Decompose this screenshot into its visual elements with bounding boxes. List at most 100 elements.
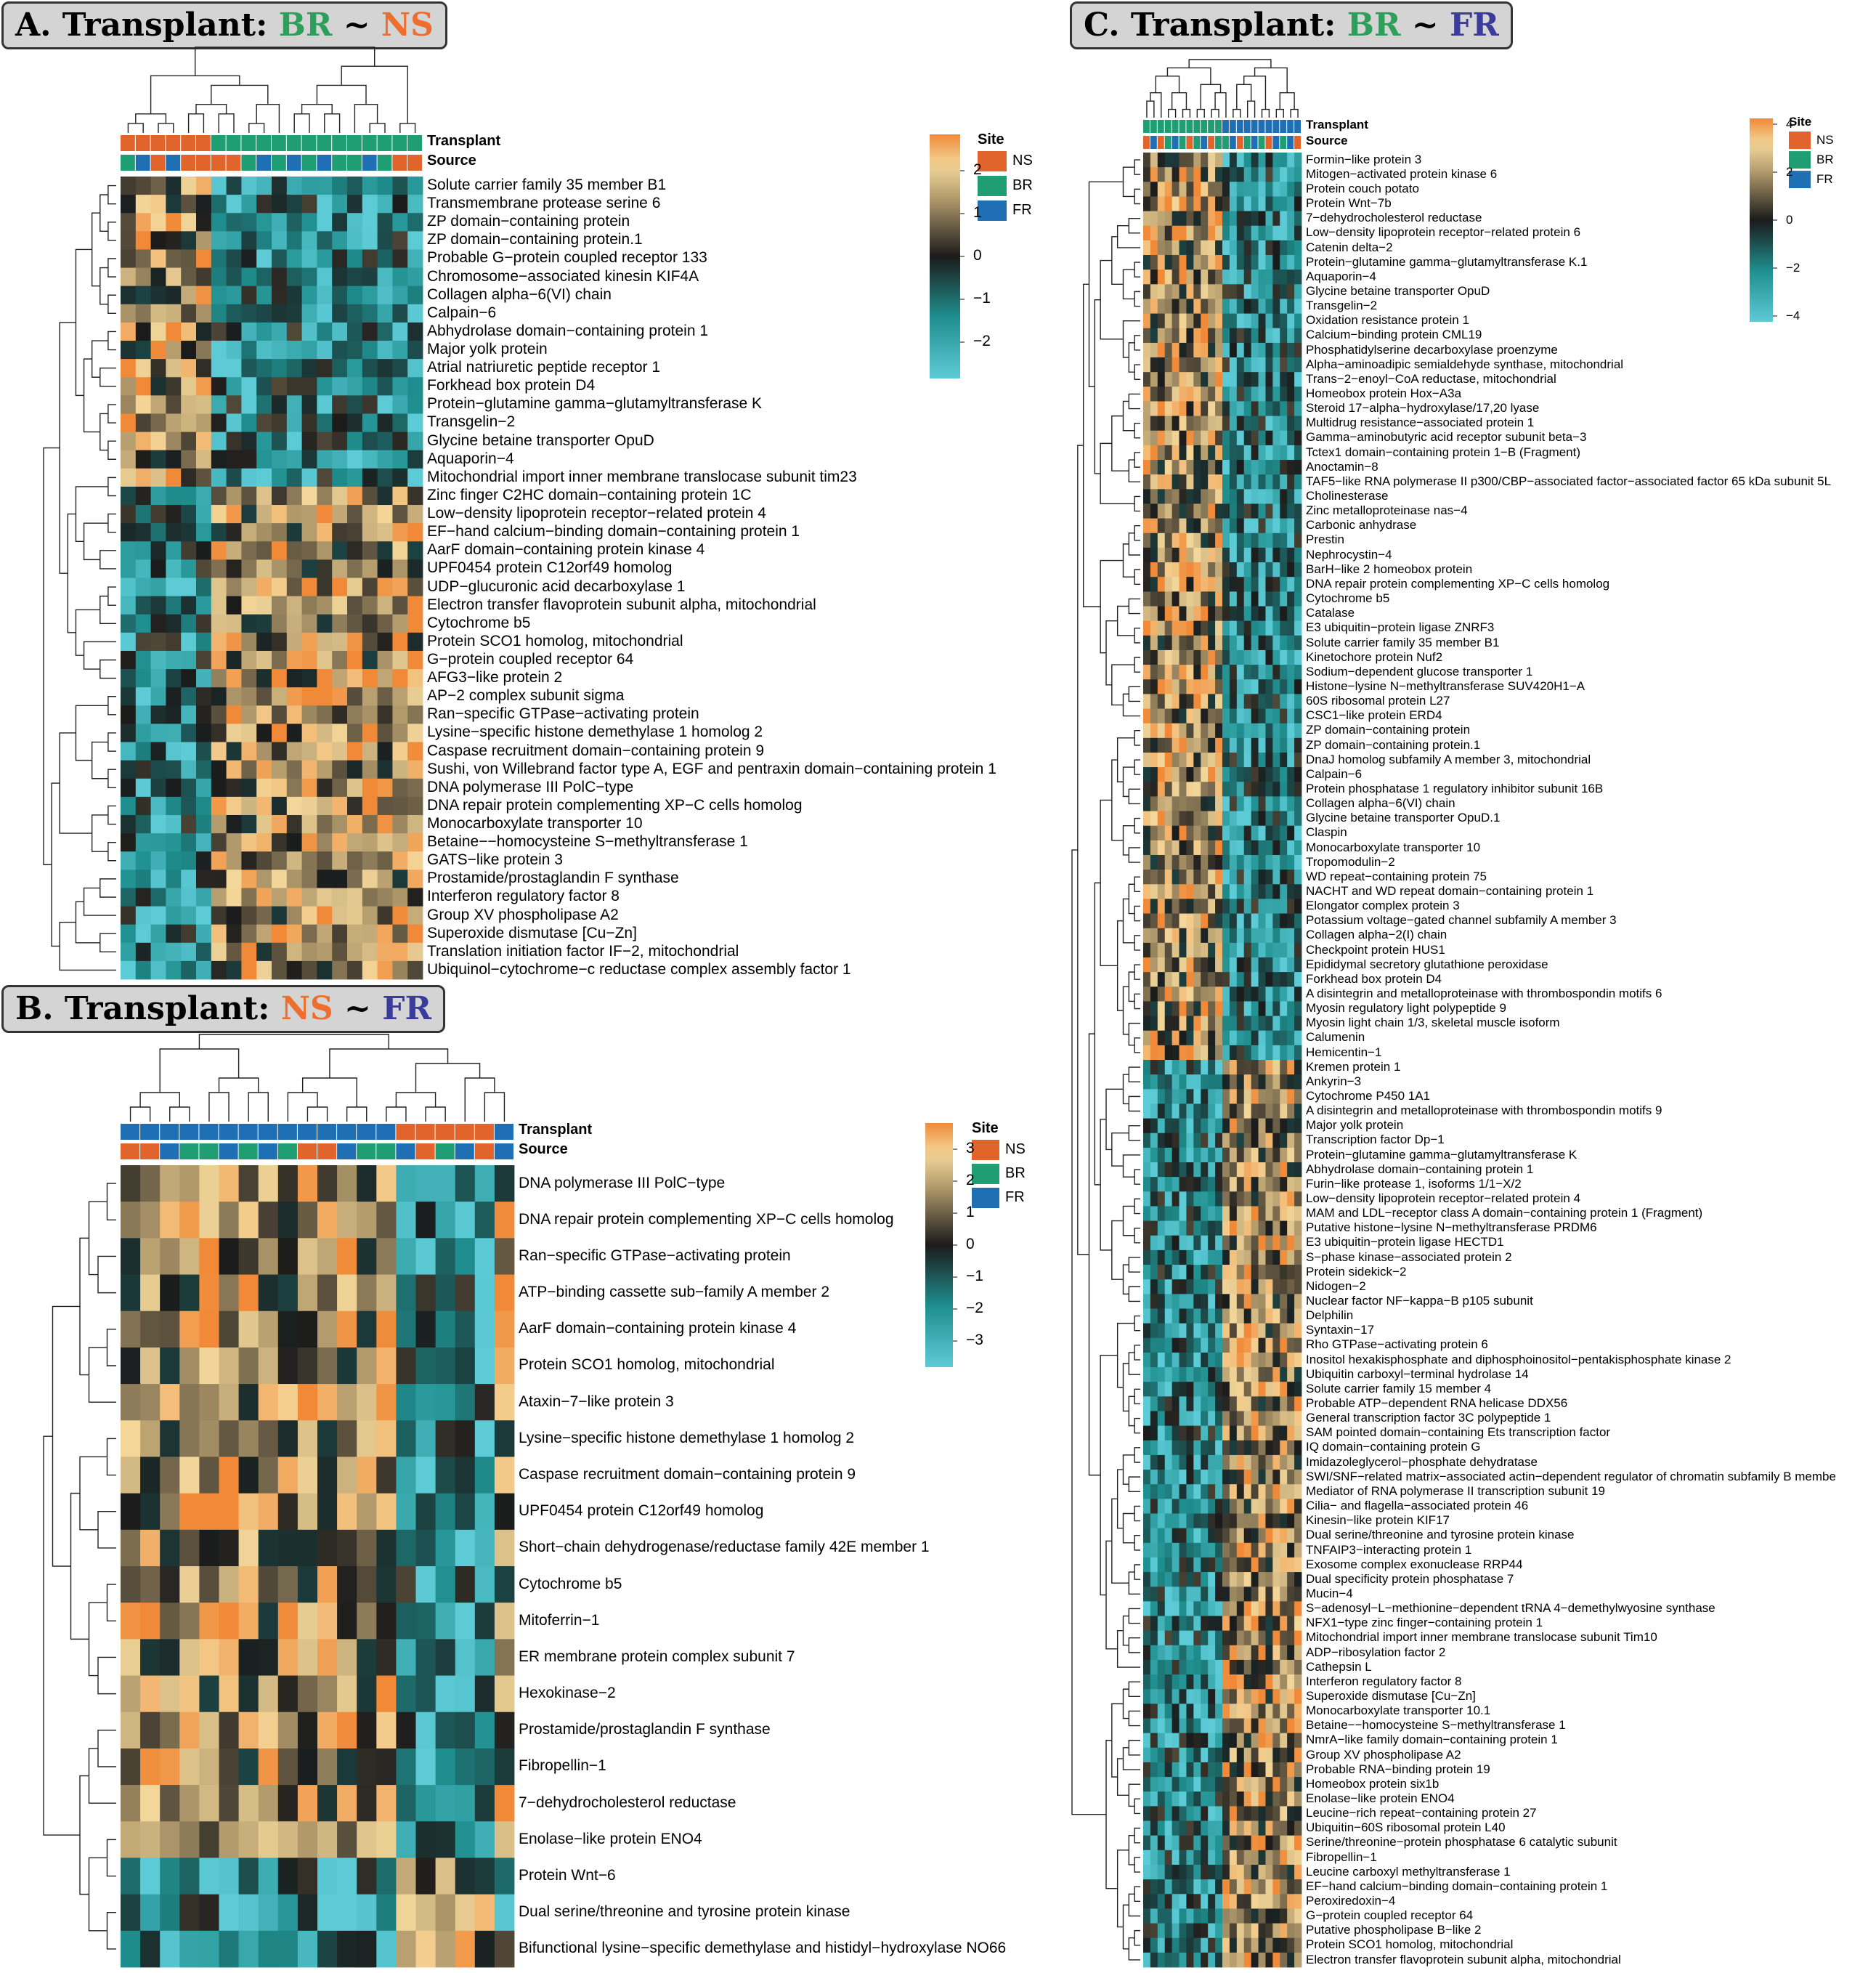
scale-tick-label: 0 <box>1786 212 1793 227</box>
heatmap-cell <box>1164 1630 1173 1646</box>
heatmap-cell <box>1157 1147 1166 1163</box>
heatmap-cell <box>150 267 166 287</box>
heatmap-cell <box>1164 1265 1173 1280</box>
heatmap-cell <box>226 341 242 360</box>
row-label: Inositol hexakisphosphate and diphosphoi… <box>1306 1352 1731 1366</box>
heatmap-cell <box>1236 1499 1245 1514</box>
heatmap-cell <box>1222 1850 1230 1865</box>
heatmap-cell <box>1201 972 1209 987</box>
heatmap-cell <box>347 924 363 944</box>
heatmap-cell <box>1251 1499 1259 1514</box>
heatmap-cell <box>1157 1074 1166 1090</box>
heatmap-cell <box>1287 211 1295 227</box>
heatmap-cell <box>1208 342 1216 358</box>
heatmap-cell <box>317 1457 338 1494</box>
transplant-annotation-cell <box>160 1124 179 1140</box>
heatmap-cell <box>272 395 288 414</box>
heatmap-cell <box>1157 1470 1166 1485</box>
heatmap-cell <box>121 942 137 962</box>
heatmap-cell <box>474 1639 495 1676</box>
heatmap-cell <box>337 1603 357 1640</box>
heatmap-cell <box>1193 1103 1201 1119</box>
heatmap-cell <box>121 541 137 560</box>
heatmap-cell <box>317 413 333 432</box>
row-label: Glycine betaine transporter OpuD.1 <box>1306 811 1501 825</box>
heatmap-cell <box>1201 1118 1209 1134</box>
heatmap-cell <box>1186 1616 1194 1632</box>
heatmap-cell <box>1157 255 1166 270</box>
heatmap-cell <box>1143 562 1151 578</box>
heatmap-cell <box>211 541 227 560</box>
heatmap-cell <box>277 1821 299 1858</box>
heatmap-cell <box>1179 1235 1187 1251</box>
heatmap-cell <box>166 486 182 506</box>
heatmap-cell <box>135 742 151 761</box>
heatmap-cell <box>1208 1440 1216 1456</box>
heatmap-cell <box>377 177 393 195</box>
heatmap-cell <box>1280 1425 1288 1441</box>
heatmap-cell <box>1243 1411 1252 1427</box>
heatmap-cell <box>1280 401 1288 417</box>
heatmap-cell <box>211 177 227 195</box>
heatmap-cell <box>1179 1045 1187 1061</box>
heatmap-cell <box>1272 1177 1280 1192</box>
heatmap-cell <box>1243 1820 1252 1836</box>
heatmap-cell <box>1208 547 1216 563</box>
heatmap-cell <box>1164 1820 1173 1836</box>
heatmap-cell <box>181 870 197 888</box>
heatmap-cell <box>211 596 227 615</box>
heatmap-cell <box>474 1310 495 1348</box>
heatmap-cell <box>135 760 151 779</box>
heatmap-cell <box>219 1675 239 1713</box>
heatmap-cell <box>1193 1294 1201 1309</box>
heatmap-cell <box>435 1457 456 1494</box>
heatmap-cell <box>1193 1279 1201 1295</box>
heatmap-cell <box>396 1347 416 1385</box>
heatmap-cell <box>258 1384 279 1421</box>
heatmap-cell <box>1280 299 1288 314</box>
heatmap-cell <box>1193 386 1201 402</box>
heatmap-cell <box>1201 591 1209 607</box>
heatmap-cell <box>1243 357 1252 373</box>
heatmap-cell <box>1236 972 1245 987</box>
heatmap-cell <box>1280 1542 1288 1558</box>
row-label: Myosin regulatory light polypeptide 9 <box>1306 1001 1506 1016</box>
heatmap-cell <box>1172 635 1179 651</box>
heatmap-cell <box>1229 1557 1238 1573</box>
heatmap-cell <box>1251 1279 1259 1295</box>
heatmap-cell <box>1150 1937 1158 1953</box>
heatmap-cell <box>196 249 212 268</box>
heatmap-cell <box>1193 1923 1201 1939</box>
heatmap-cell <box>1179 1937 1187 1953</box>
heatmap-cell <box>1280 430 1288 446</box>
heatmap-cell <box>1258 1323 1266 1339</box>
heatmap-cell <box>1201 1470 1209 1485</box>
heatmap-cell <box>1243 1616 1252 1632</box>
heatmap-cell <box>1157 870 1166 885</box>
heatmap-cell <box>1201 1089 1209 1104</box>
heatmap-cell <box>1229 167 1238 182</box>
heatmap-cell <box>1193 1894 1201 1909</box>
heatmap-cell <box>219 1748 239 1786</box>
heatmap-cell <box>1215 840 1223 856</box>
heatmap-cell <box>1294 708 1302 724</box>
heatmap-cell <box>1243 899 1252 914</box>
heatmap-cell <box>1243 284 1252 299</box>
heatmap-cell <box>1222 255 1230 270</box>
heatmap-cell <box>1186 1220 1194 1236</box>
heatmap-cell <box>1229 401 1238 417</box>
heatmap-cell <box>1243 1249 1252 1265</box>
heatmap-cell <box>407 322 423 341</box>
heatmap-cell <box>396 1785 416 1822</box>
heatmap-cell <box>1258 972 1266 987</box>
heatmap-cell <box>1150 299 1158 314</box>
heatmap-cell <box>317 687 333 706</box>
heatmap-cell <box>1215 811 1223 827</box>
heatmap-cell <box>1172 1220 1179 1236</box>
heatmap-cell <box>1265 1103 1273 1119</box>
heatmap-cell <box>1258 840 1266 856</box>
heatmap-cell <box>1143 474 1151 490</box>
heatmap-cell <box>196 742 212 761</box>
heatmap-cell <box>1236 1747 1245 1763</box>
heatmap-cell <box>301 760 317 779</box>
